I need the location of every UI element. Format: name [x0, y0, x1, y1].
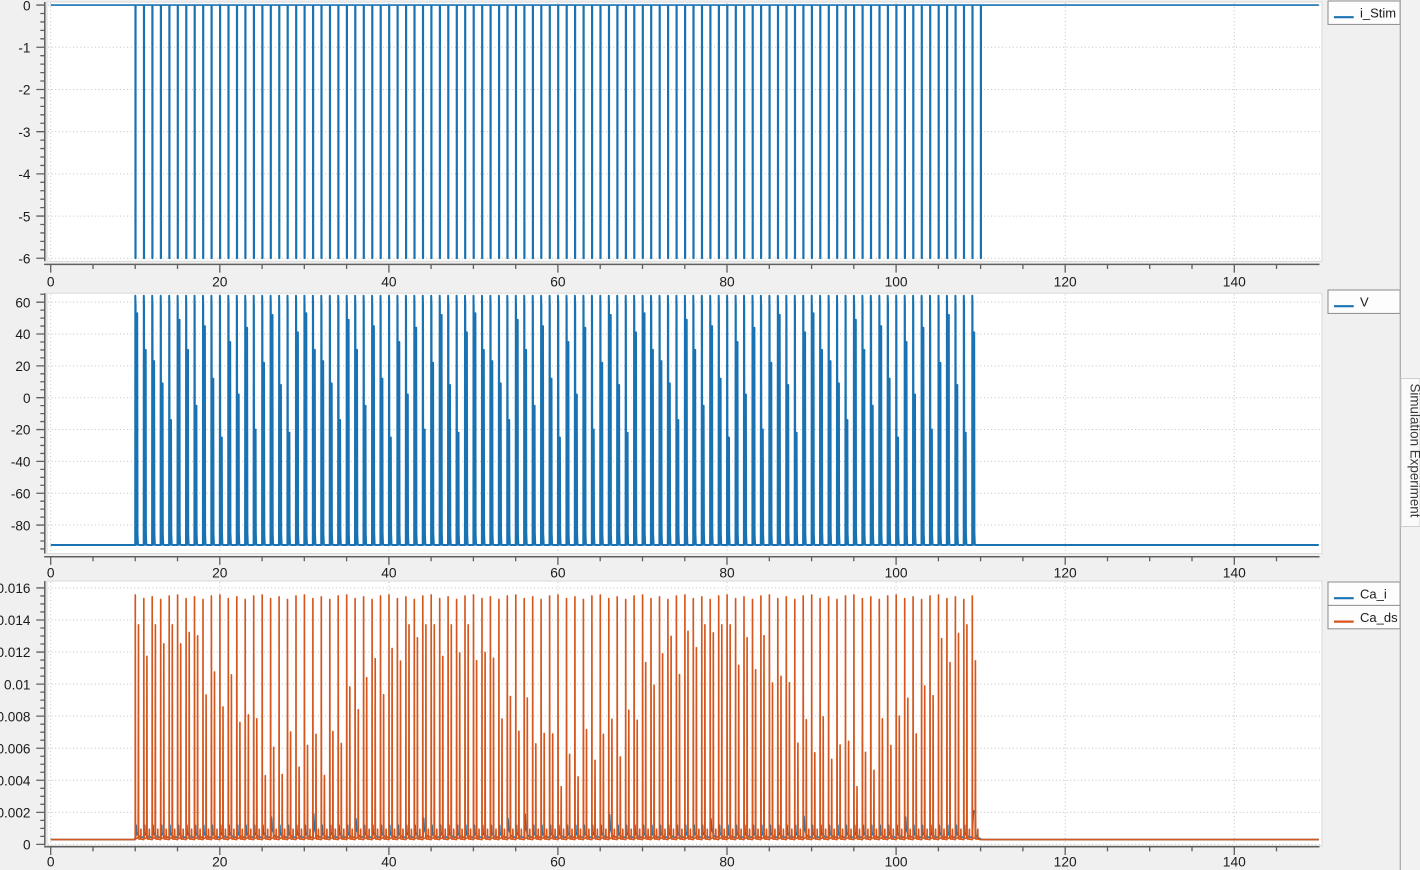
svg-text:0.002: 0.002	[0, 806, 31, 821]
svg-text:100: 100	[885, 855, 908, 870]
svg-text:60: 60	[550, 275, 566, 290]
svg-text:0: 0	[47, 275, 55, 290]
svg-text:0.016: 0.016	[0, 581, 31, 596]
svg-text:-2: -2	[18, 83, 30, 98]
svg-text:120: 120	[1054, 275, 1077, 290]
svg-text:100: 100	[885, 565, 908, 580]
svg-text:140: 140	[1223, 275, 1246, 290]
svg-text:-6: -6	[18, 252, 30, 267]
svg-text:120: 120	[1054, 855, 1077, 870]
svg-text:-4: -4	[18, 167, 31, 182]
svg-text:100: 100	[885, 275, 908, 290]
svg-text:0: 0	[23, 838, 31, 853]
svg-text:60: 60	[550, 855, 566, 870]
svg-text:40: 40	[15, 327, 31, 342]
svg-text:120: 120	[1054, 565, 1077, 580]
svg-text:40: 40	[381, 855, 397, 870]
svg-text:Simulation Experiment: Simulation Experiment	[1408, 384, 1420, 518]
svg-text:Ca_i: Ca_i	[1360, 587, 1387, 602]
svg-text:80: 80	[719, 275, 735, 290]
svg-text:V: V	[1360, 295, 1369, 310]
svg-text:0: 0	[23, 0, 31, 13]
svg-text:20: 20	[212, 565, 228, 580]
svg-text:140: 140	[1223, 565, 1246, 580]
svg-text:60: 60	[15, 295, 31, 310]
svg-text:0.006: 0.006	[0, 741, 31, 756]
svg-text:-5: -5	[18, 209, 30, 224]
svg-text:0: 0	[23, 391, 31, 406]
svg-text:80: 80	[719, 565, 735, 580]
svg-text:i_Stim: i_Stim	[1360, 6, 1396, 21]
svg-text:20: 20	[212, 275, 228, 290]
svg-text:140: 140	[1223, 855, 1246, 870]
svg-text:0: 0	[47, 855, 55, 870]
svg-text:-20: -20	[11, 423, 31, 438]
svg-text:0: 0	[47, 565, 55, 580]
svg-text:-3: -3	[18, 125, 30, 140]
svg-text:80: 80	[719, 855, 735, 870]
svg-text:Ca_ds: Ca_ds	[1360, 610, 1398, 625]
svg-text:60: 60	[550, 565, 566, 580]
svg-text:20: 20	[212, 855, 228, 870]
svg-text:-1: -1	[18, 41, 30, 56]
svg-text:0.004: 0.004	[0, 774, 31, 789]
svg-text:0.012: 0.012	[0, 645, 31, 660]
svg-text:0.01: 0.01	[4, 677, 30, 692]
svg-text:-40: -40	[11, 455, 31, 470]
svg-text:0.008: 0.008	[0, 709, 31, 724]
svg-text:-80: -80	[11, 518, 31, 533]
svg-text:0.014: 0.014	[0, 613, 31, 628]
svg-text:-60: -60	[11, 486, 31, 501]
svg-text:40: 40	[381, 275, 397, 290]
svg-text:40: 40	[381, 565, 397, 580]
svg-text:20: 20	[15, 359, 31, 374]
